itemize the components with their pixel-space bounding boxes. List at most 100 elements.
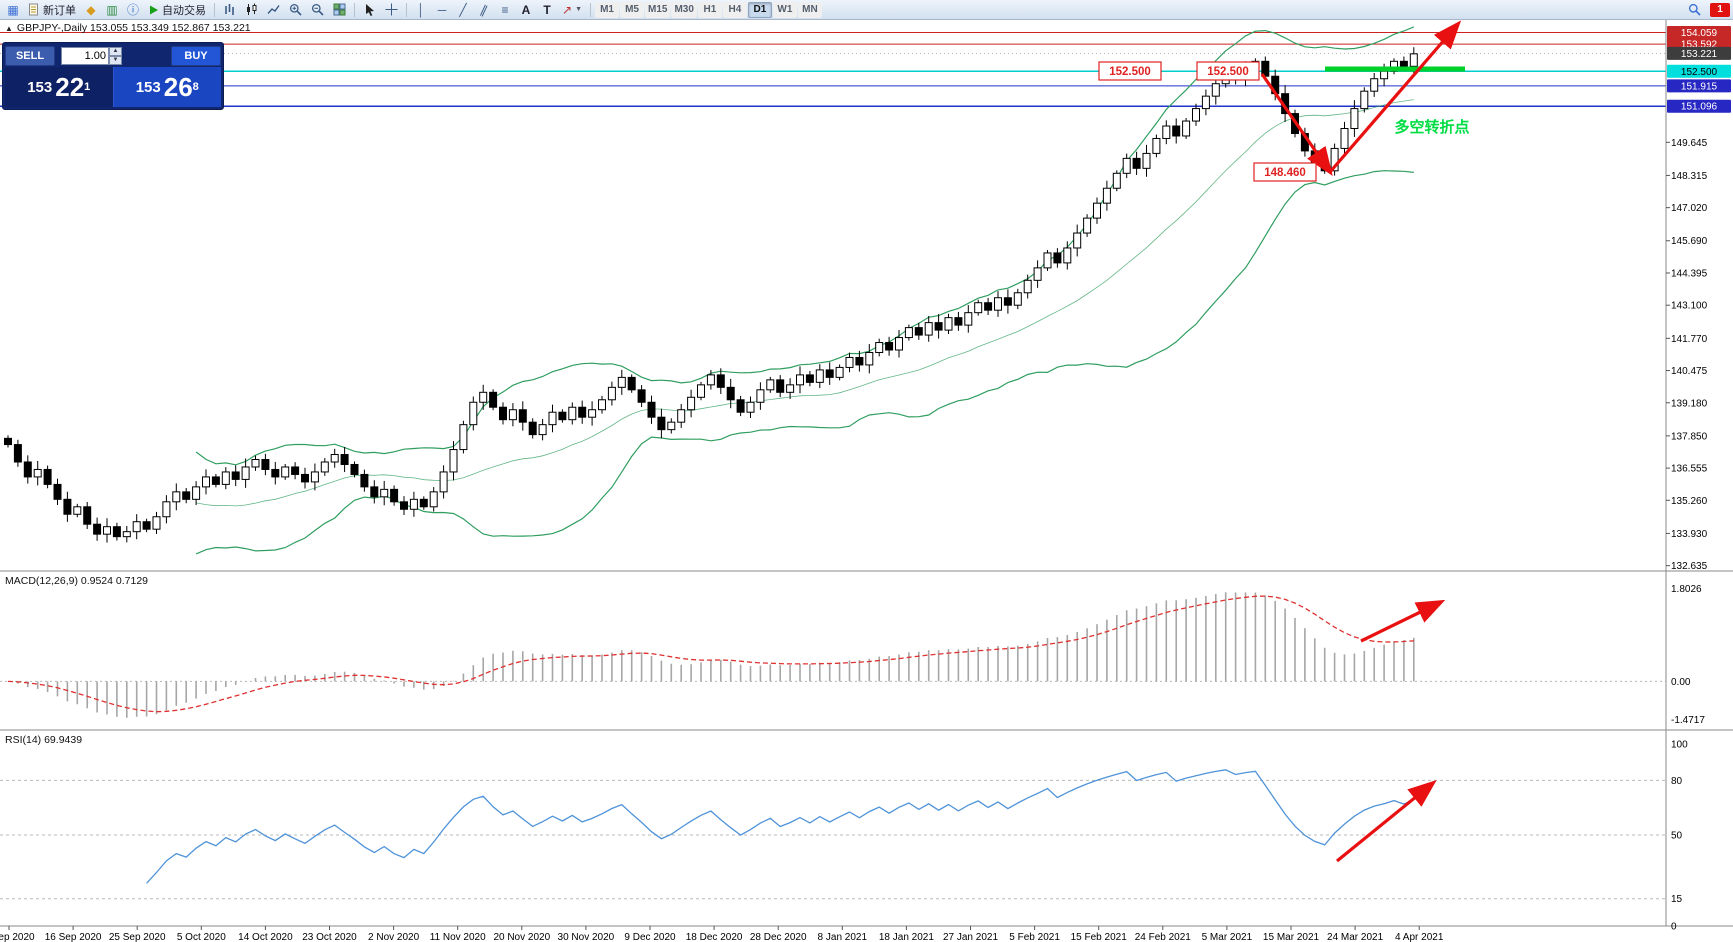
text-tool-button[interactable]: A	[516, 1, 536, 19]
svg-text:139.180: 139.180	[1671, 398, 1708, 409]
chart-window[interactable]: 149.645 148.315 147.020 145.690 144.395 143.1…	[0, 20, 1733, 942]
horizontal-line-tool-button[interactable]: ─	[432, 1, 452, 19]
notification-badge[interactable]: 1	[1710, 2, 1730, 17]
svg-text:149.645: 149.645	[1671, 138, 1708, 149]
crosshair-button[interactable]	[381, 1, 402, 19]
timeframe-w1-button[interactable]: W1	[772, 1, 797, 18]
candlestick-button[interactable]	[241, 1, 262, 19]
toolbar-separator	[354, 2, 356, 17]
tile-windows-button[interactable]	[329, 1, 350, 19]
svg-text:23 Oct 2020: 23 Oct 2020	[302, 932, 357, 942]
svg-text:27 Jan 2021: 27 Jan 2021	[943, 932, 998, 942]
info-button[interactable]: ⓘ	[123, 1, 143, 19]
buy-price-sup: 8	[192, 81, 199, 93]
zoom-in-button[interactable]	[285, 1, 306, 19]
svg-text:7 Sep 2020: 7 Sep 2020	[0, 932, 35, 942]
chevron-down-icon: ▼	[112, 56, 119, 63]
svg-text:MACD(12,26,9) 0.9524 0.7129: MACD(12,26,9) 0.9524 0.7129	[5, 575, 148, 587]
label-tool-icon: T	[543, 2, 551, 17]
label-tool-button[interactable]: T	[537, 1, 557, 19]
new-order-button[interactable]: 新订单	[24, 1, 80, 19]
toolbar-separator	[590, 2, 592, 17]
bar-chart-icon	[223, 3, 236, 16]
chart-canvas[interactable]: 149.645 148.315 147.020 145.690 144.395 143.1…	[0, 20, 1733, 942]
fibonacci-tool-button[interactable]: ≡	[495, 1, 515, 19]
arrow-tool-button[interactable]: ↗ ▼	[558, 1, 586, 19]
turning-point-note: 多空转折点	[1394, 118, 1469, 136]
timeframe-m5-button[interactable]: M5	[620, 1, 645, 18]
svg-text:2 Nov 2020: 2 Nov 2020	[368, 932, 420, 942]
cursor-button[interactable]	[359, 1, 380, 19]
macd-layer	[0, 592, 1666, 718]
chevron-down-icon: ▼	[575, 6, 583, 13]
info-icon: ⓘ	[127, 2, 140, 17]
search-button[interactable]	[1684, 1, 1705, 19]
sell-price-pips: 22	[55, 72, 85, 102]
svg-text:24 Mar 2021: 24 Mar 2021	[1327, 932, 1384, 942]
svg-text:4 Apr 2021: 4 Apr 2021	[1395, 932, 1444, 942]
svg-text:30 Nov 2020: 30 Nov 2020	[558, 932, 615, 942]
sell-button[interactable]: SELL	[5, 45, 55, 66]
auto-trading-button[interactable]: 自动交易	[144, 1, 210, 19]
svg-text:152.500: 152.500	[1681, 67, 1718, 78]
date-axis[interactable]: 7 Sep 2020 16 Sep 2020 25 Sep 2020 5 Oct 20…	[0, 926, 1444, 942]
rsi-layer	[0, 769, 1666, 900]
pane-frames	[0, 20, 1733, 927]
svg-text:16 Sep 2020: 16 Sep 2020	[45, 932, 102, 942]
vertical-line-icon: │	[417, 2, 425, 17]
pane-labels: MACD(12,26,9) 0.9524 0.7129 RSI(14) 69.94…	[5, 575, 148, 746]
chart-window-button[interactable]: ▦	[3, 1, 23, 19]
timeframe-d1-button[interactable]: D1	[747, 1, 772, 18]
timeframe-m15-button[interactable]: M15	[645, 1, 671, 18]
timeframe-h4-button[interactable]: H4	[722, 1, 747, 18]
volume-down-button[interactable]: ▼	[109, 55, 122, 65]
svg-text:145.690: 145.690	[1671, 236, 1708, 247]
svg-text:5 Oct 2020: 5 Oct 2020	[177, 932, 226, 942]
sell-price[interactable]: 153 22 1	[5, 67, 113, 107]
price-scale[interactable]: 149.645 148.315 147.020 145.690 144.395 143.1…	[1666, 25, 1731, 933]
line-chart-button[interactable]	[263, 1, 284, 19]
buy-price-pips: 26	[163, 72, 193, 102]
chevron-up-icon: ▲	[112, 47, 119, 54]
trendline-tool-button[interactable]: ╱	[453, 1, 473, 19]
bar-chart-button[interactable]	[219, 1, 240, 19]
volume-up-button[interactable]: ▲	[109, 46, 122, 56]
zoom-out-button[interactable]	[307, 1, 328, 19]
toolbar-separator	[406, 2, 408, 17]
svg-text:5 Feb 2021: 5 Feb 2021	[1009, 932, 1060, 942]
crosshair-icon	[385, 3, 398, 16]
trend-arrow	[1360, 599, 1446, 643]
zoom-in-icon	[289, 3, 302, 16]
timeframe-mn-button[interactable]: MN	[797, 1, 822, 18]
svg-text:140.475: 140.475	[1671, 366, 1708, 377]
line-chart-icon	[267, 3, 280, 16]
buy-price[interactable]: 153 26 8	[112, 67, 221, 107]
timeframe-m1-button[interactable]: M1	[595, 1, 620, 18]
svg-text:5 Mar 2021: 5 Mar 2021	[1202, 932, 1253, 942]
candlestick-icon	[245, 3, 258, 16]
svg-text:152.500: 152.500	[1109, 66, 1151, 78]
timeframe-h1-button[interactable]: H1	[697, 1, 722, 18]
svg-text:148.315: 148.315	[1671, 171, 1708, 182]
volume-input[interactable]	[61, 46, 109, 65]
toolbar-separator	[214, 2, 216, 17]
timeframe-m30-button[interactable]: M30	[671, 1, 697, 18]
symbol-bar: ▲ GBPJPY-,Daily 153.055 153.349 152.867 …	[5, 22, 251, 34]
svg-text:143.100: 143.100	[1671, 301, 1708, 312]
script-icon: ▥	[106, 2, 118, 17]
volume-control: ▲ ▼	[61, 46, 122, 65]
auto-trading-label: 自动交易	[162, 4, 207, 17]
scripts-button[interactable]: ▥	[102, 1, 122, 19]
buy-button[interactable]: BUY	[171, 45, 221, 66]
svg-text:0: 0	[1671, 922, 1677, 933]
symbol-title: GBPJPY-,Daily 153.055 153.349 152.867 15…	[16, 22, 251, 34]
svg-text:18 Jan 2021: 18 Jan 2021	[879, 932, 934, 942]
volume-spinner: ▲ ▼	[109, 46, 122, 65]
arrow-tool-icon: ↗	[562, 2, 573, 17]
channel-tool-button[interactable]: ∥	[474, 1, 494, 19]
svg-text:15 Mar 2021: 15 Mar 2021	[1263, 932, 1320, 942]
indicators-button[interactable]: ◆	[81, 1, 101, 19]
vertical-line-tool-button[interactable]: │	[411, 1, 431, 19]
annotations-layer[interactable]: 152.500 152.500 148.460 多空转折点	[1098, 20, 1470, 863]
